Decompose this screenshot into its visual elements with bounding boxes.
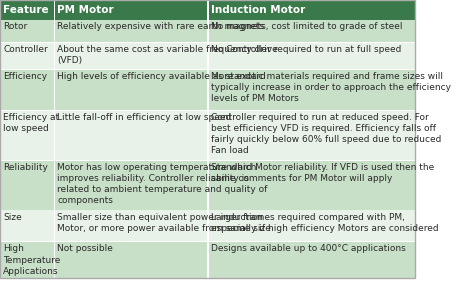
Text: Reliability: Reliability xyxy=(3,163,48,172)
Text: Smaller size than equivalent power induction
Motor, or more power available from: Smaller size than equivalent power induc… xyxy=(57,213,271,233)
Text: Motor has low operating temperature which
improves reliability. Controller relia: Motor has low operating temperature whic… xyxy=(57,163,268,205)
Bar xyxy=(0,211,54,242)
Bar xyxy=(0,42,415,43)
Text: Relatively expensive with rare earth magnets: Relatively expensive with rare earth mag… xyxy=(57,22,264,31)
Bar xyxy=(207,70,415,111)
Bar xyxy=(207,0,209,278)
Text: High
Temperature
Applications: High Temperature Applications xyxy=(3,245,61,276)
Bar xyxy=(54,70,207,111)
Bar xyxy=(0,210,415,211)
Bar xyxy=(54,20,207,43)
Text: No magnets, cost limited to grade of steel: No magnets, cost limited to grade of ste… xyxy=(210,22,402,31)
Bar xyxy=(54,43,207,70)
Bar xyxy=(0,70,54,111)
Text: No Controller required to run at full speed: No Controller required to run at full sp… xyxy=(210,45,401,54)
Bar xyxy=(207,211,415,242)
Bar xyxy=(207,242,415,278)
Text: Efficiency at
low speed: Efficiency at low speed xyxy=(3,113,59,133)
Bar xyxy=(54,211,207,242)
Text: PM Motor: PM Motor xyxy=(57,5,114,15)
Bar xyxy=(0,241,415,242)
Bar xyxy=(0,0,54,20)
Bar xyxy=(207,111,415,160)
Text: Standard Motor reliability. If VFD is used then the
same comments for PM Motor w: Standard Motor reliability. If VFD is us… xyxy=(210,163,434,183)
Bar xyxy=(54,242,207,278)
Bar xyxy=(0,43,54,70)
Text: High levels of efficiency available as standard: High levels of efficiency available as s… xyxy=(57,72,266,81)
Text: Feature: Feature xyxy=(3,5,49,15)
Text: About the same cost as variable frequency drive
(VFD): About the same cost as variable frequenc… xyxy=(57,45,278,65)
Bar xyxy=(54,0,207,20)
Text: Designs available up to 400°C applications: Designs available up to 400°C applicatio… xyxy=(210,245,405,253)
Text: Not possible: Not possible xyxy=(57,245,113,253)
Text: More exotic materials required and frame sizes will
typically increase in order : More exotic materials required and frame… xyxy=(210,72,451,103)
Text: Size: Size xyxy=(3,213,22,222)
Bar xyxy=(0,110,415,111)
Bar xyxy=(207,160,415,211)
Text: Little fall-off in efficiency at low speed: Little fall-off in efficiency at low spe… xyxy=(57,113,231,122)
Text: Rotor: Rotor xyxy=(3,22,27,31)
Bar xyxy=(207,43,415,70)
Bar xyxy=(0,20,54,43)
Text: Induction Motor: Induction Motor xyxy=(210,5,305,15)
Bar xyxy=(207,20,415,43)
Bar xyxy=(54,160,207,211)
Bar xyxy=(0,160,54,211)
Bar xyxy=(54,111,207,160)
Bar xyxy=(0,69,415,70)
Text: Larger frames required compared with PM,
especially if high efficiency Motors ar: Larger frames required compared with PM,… xyxy=(210,213,438,233)
Bar xyxy=(54,0,55,278)
Text: Controller required to run at reduced speed. For
best efficiency VFD is required: Controller required to run at reduced sp… xyxy=(210,113,441,155)
Bar xyxy=(207,0,415,20)
Bar xyxy=(0,242,54,278)
Bar xyxy=(0,111,54,160)
Text: Efficiency: Efficiency xyxy=(3,72,47,81)
Text: Controller: Controller xyxy=(3,45,48,54)
